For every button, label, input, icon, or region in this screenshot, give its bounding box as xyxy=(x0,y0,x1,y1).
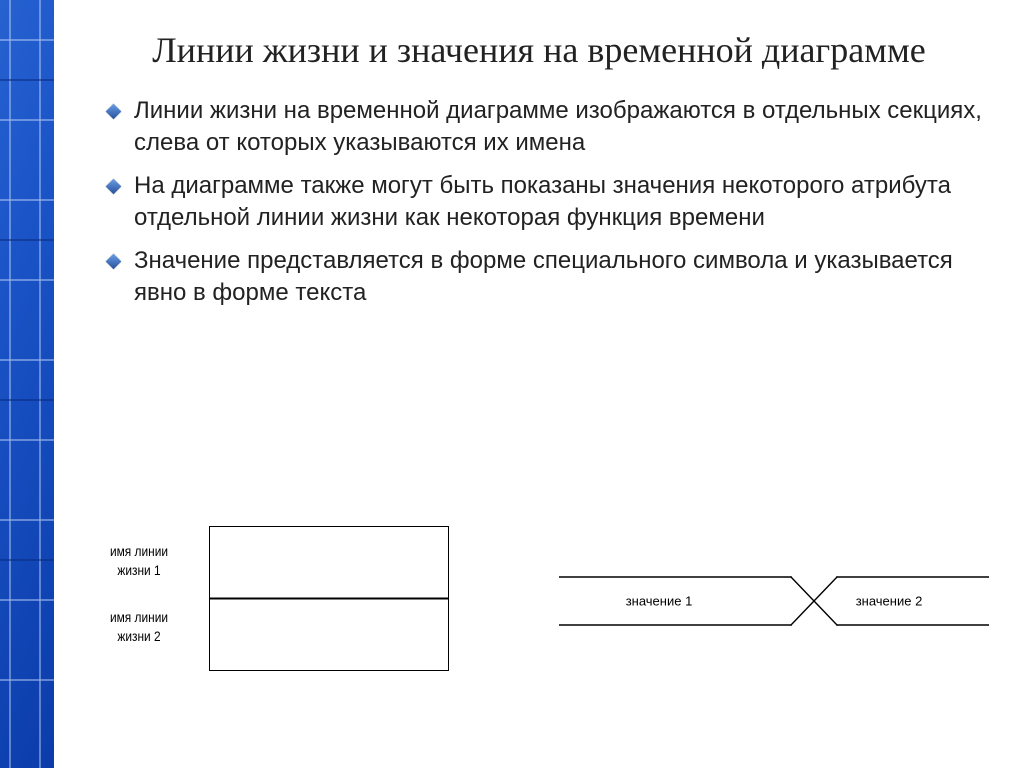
bullet-item: Значение представляется в форме специаль… xyxy=(108,241,988,316)
bullet-list: Линии жизни на временной диаграмме изобр… xyxy=(108,91,988,315)
slide-content: Линии жизни и значения на временной диаг… xyxy=(54,0,1024,768)
lifeline-label-1: имя линии жизни 1 xyxy=(92,542,186,580)
lifeline-label-2-line2: жизни 2 xyxy=(117,628,160,644)
value-transition-diagram xyxy=(559,576,989,626)
bullet-item: Линии жизни на временной диаграмме изобр… xyxy=(108,91,988,166)
lifeline-label-1-line1: имя линии xyxy=(110,543,168,559)
lifeline-label-2-line1: имя линии xyxy=(110,609,168,625)
lifeline-rect-diagram xyxy=(209,526,449,671)
left-decoration xyxy=(0,0,54,768)
lifeline-labels: имя линии жизни 1 имя линии жизни 2 xyxy=(84,542,194,646)
bullet-item: На диаграмме также могут быть показаны з… xyxy=(108,166,988,241)
lifeline-label-2: имя линии жизни 2 xyxy=(92,608,186,646)
lifeline-label-1-line2: жизни 1 xyxy=(117,562,160,578)
slide-title: Линии жизни и значения на временной диаг… xyxy=(94,28,984,73)
diagram-area: имя линии жизни 1 имя линии жизни 2 xyxy=(54,518,1024,768)
